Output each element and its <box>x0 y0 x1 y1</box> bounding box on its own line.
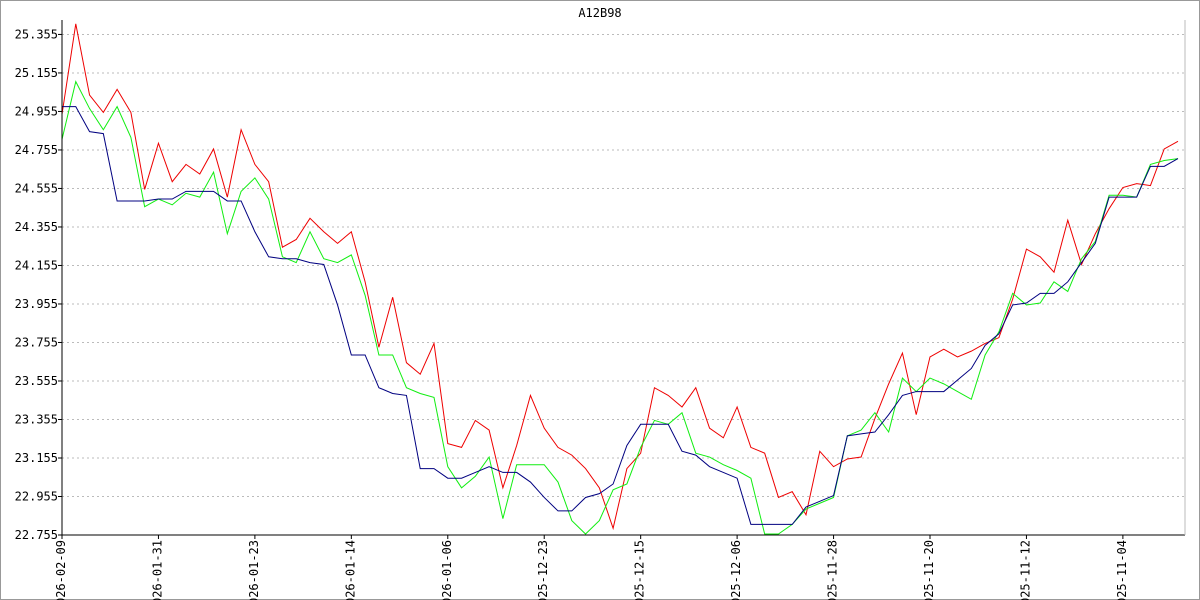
x-tick-label: 2026-02-09 <box>54 540 68 600</box>
x-tick-label: 2026-01-23 <box>247 540 261 600</box>
y-tick-label: 24.355 <box>15 220 58 234</box>
y-tick-label: 24.755 <box>15 143 58 157</box>
x-tick-label: 2025-12-06 <box>729 540 743 600</box>
y-tick-label: 23.355 <box>15 412 58 426</box>
y-tick-label: 24.955 <box>15 104 58 118</box>
y-tick-label: 25.355 <box>15 27 58 41</box>
lines <box>61 23 1179 535</box>
x-tick-label: 2025-11-20 <box>922 540 936 600</box>
y-tick-label: 24.555 <box>15 181 58 195</box>
chart-title: A12B98 <box>578 6 621 20</box>
x-tick-label: 2025-11-28 <box>826 540 840 600</box>
series-line <box>61 80 1179 535</box>
y-tick-label: 23.755 <box>15 335 58 349</box>
x-tick-label: 2025-12-15 <box>633 540 647 600</box>
x-tick-label: 2026-01-14 <box>343 540 357 600</box>
x-tick-label: 2025-12-23 <box>536 540 550 600</box>
series-line <box>61 23 1179 531</box>
y-tick-label: 22.955 <box>15 489 58 503</box>
y-tick-label: 23.955 <box>15 297 58 311</box>
y-tick-label: 24.155 <box>15 258 58 272</box>
y-tick-label: 22.755 <box>15 528 58 542</box>
y-tick-label: 23.155 <box>15 451 58 465</box>
x-tick-label: 2025-11-12 <box>1018 540 1032 600</box>
grid <box>62 33 1185 536</box>
labels: 22.755 22.955 23.155 23.355 23.555 23.755 23.9… <box>15 27 1129 600</box>
y-tick-label: 23.555 <box>15 374 58 388</box>
x-tick-label: 2026-01-06 <box>440 540 454 600</box>
x-tick-label: 2025-11-04 <box>1115 540 1129 600</box>
series-line <box>62 106 1179 525</box>
y-tick-label: 25.155 <box>15 66 58 80</box>
x-tick-label: 2026-01-31 <box>150 540 164 600</box>
